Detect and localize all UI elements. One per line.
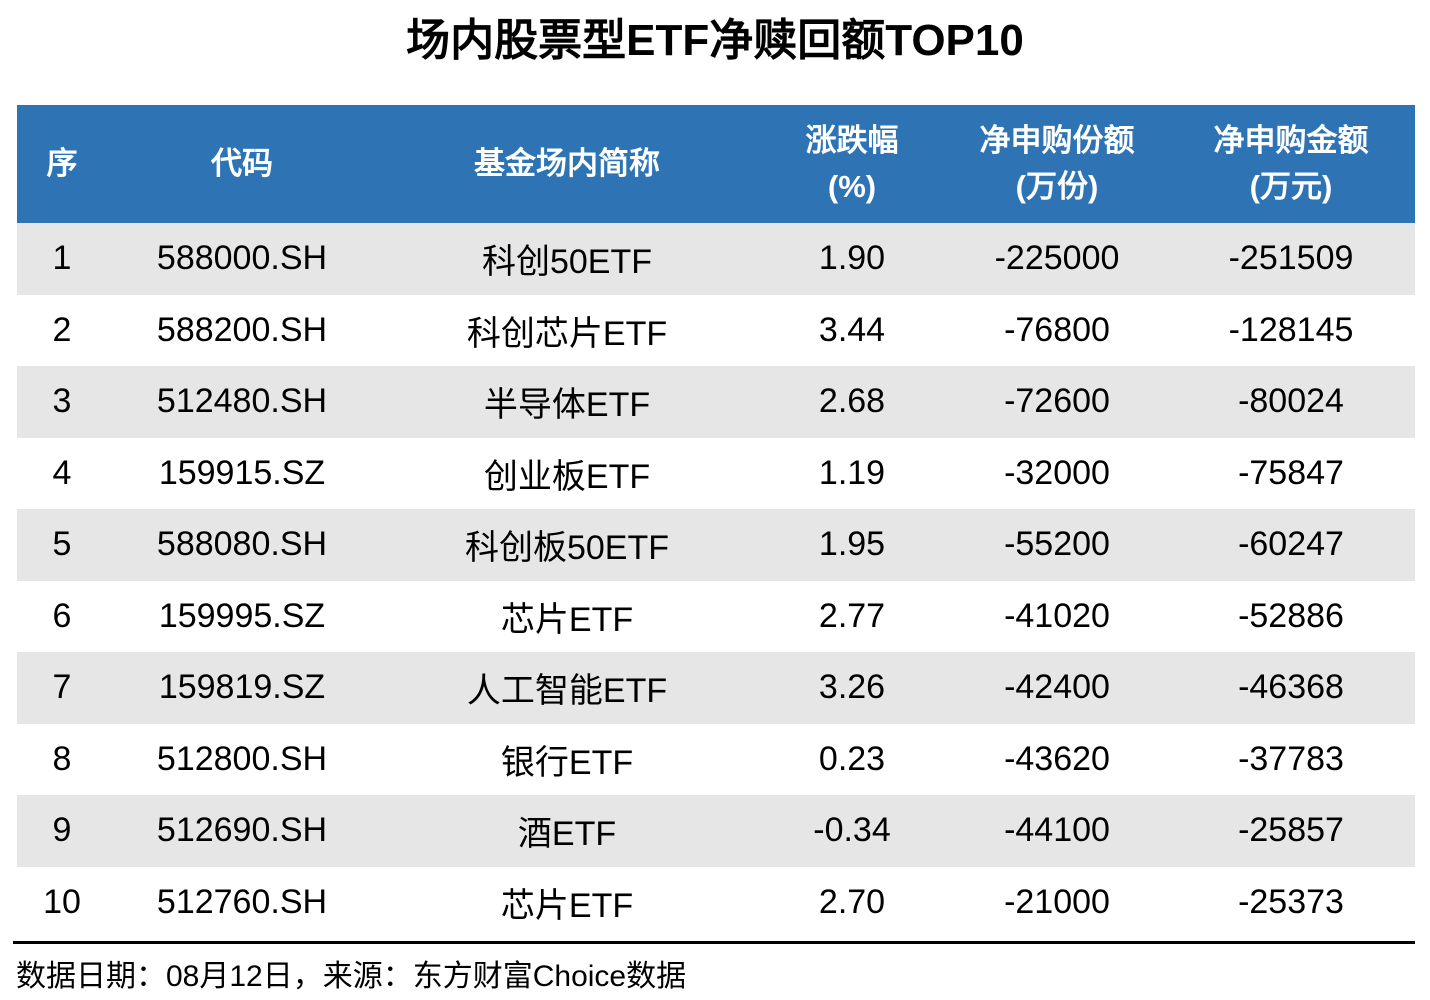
column-header: 基金场内简称 (377, 105, 757, 223)
column-header-unit: (万元) (1249, 169, 1333, 204)
cell-name: 银行ETF (500, 743, 634, 782)
cell-net-subscription-amount: -60247 (1167, 509, 1415, 581)
cell-code: 159819.SZ (107, 652, 377, 724)
etf-top10-table: 序 代码 基金场内简称 涨跌幅 (%) 净申购份额 (万份) 净申购金额 (万元) 1 58800… (17, 105, 1415, 938)
cell-net-subscription-shares: -55200 (947, 509, 1167, 581)
cell-name: 酒ETF (377, 795, 757, 867)
cell-net-subscription-shares: -21000 (1004, 882, 1110, 921)
cell-name: 科创50ETF (377, 223, 757, 295)
cell-net-subscription-amount: -52886 (1238, 596, 1344, 635)
cell-code: 512690.SH (107, 795, 377, 867)
cell-net-subscription-amount: -251509 (1167, 223, 1415, 295)
column-header-label: 净申购份额 (979, 123, 1135, 159)
cell-change-pct: 1.19 (818, 453, 886, 492)
cell-change-pct: 2.77 (818, 596, 886, 635)
column-header: 净申购份额 (万份) (947, 105, 1167, 223)
source-note: 数据日期：08月12日，来源：东方财富Choice数据 (16, 960, 687, 993)
cell-net-subscription-amount: -80024 (1167, 366, 1415, 438)
cell-rank: 1 (17, 223, 107, 295)
cell-net-subscription-shares: -41020 (1004, 596, 1110, 635)
cell-net-subscription-amount: -37783 (1238, 739, 1344, 778)
table-row: 6 159995.SZ 芯片ETF 2.77 -41020 -52886 (17, 581, 1415, 653)
column-header-unit: (%) (827, 169, 877, 204)
cell-code: 512800.SH (156, 739, 328, 778)
cell-rank: 9 (17, 795, 107, 867)
table-row: 9 512690.SH 酒ETF -0.34 -44100 -25857 (17, 795, 1415, 867)
cell-rank: 8 (52, 739, 72, 778)
table-row: 10 512760.SH 芯片ETF 2.70 -21000 -25373 (17, 867, 1415, 939)
column-header-label: 基金场内简称 (474, 146, 660, 182)
cell-rank: 2 (52, 310, 72, 349)
table-head: 序 代码 基金场内简称 涨跌幅 (%) 净申购份额 (万份) 净申购金额 (万元) (17, 105, 1415, 223)
cell-rank: 5 (17, 509, 107, 581)
cell-net-subscription-shares: -42400 (947, 652, 1167, 724)
cell-change-pct: 3.26 (757, 652, 947, 724)
cell-name: 科创板50ETF (377, 509, 757, 581)
table-row: 4 159915.SZ 创业板ETF 1.19 -32000 -75847 (17, 438, 1415, 510)
cell-rank: 6 (52, 596, 72, 635)
cell-change-pct: 2.70 (818, 882, 886, 921)
cell-rank: 4 (52, 453, 72, 492)
column-header: 净申购金额 (万元) (1167, 105, 1415, 223)
cell-net-subscription-amount: -25857 (1167, 795, 1415, 867)
column-header: 代码 (107, 105, 377, 223)
cell-name: 科创芯片ETF (466, 314, 668, 353)
cell-code: 588200.SH (156, 310, 328, 349)
cell-code: 512480.SH (107, 366, 377, 438)
cell-net-subscription-amount: -75847 (1238, 453, 1344, 492)
cell-change-pct: -0.34 (757, 795, 947, 867)
cell-code: 588000.SH (107, 223, 377, 295)
cell-net-subscription-amount: -46368 (1167, 652, 1415, 724)
column-header: 涨跌幅 (%) (757, 105, 947, 223)
column-header-label: 净申购金额 (1213, 123, 1369, 159)
cell-name: 人工智能ETF (377, 652, 757, 724)
cell-net-subscription-shares: -32000 (1004, 453, 1110, 492)
cell-change-pct: 1.95 (757, 509, 947, 581)
cell-rank: 10 (43, 882, 81, 921)
cell-code: 512760.SH (156, 882, 328, 921)
footer-divider-line (13, 941, 1415, 944)
cell-rank: 7 (17, 652, 107, 724)
column-header-label: 代码 (211, 146, 273, 182)
column-header-label: 序 (46, 146, 78, 182)
cell-change-pct: 1.90 (757, 223, 947, 295)
cell-net-subscription-shares: -72600 (947, 366, 1167, 438)
cell-code: 159995.SZ (158, 596, 326, 635)
column-header: 序 (17, 105, 107, 223)
table-row: 8 512800.SH 银行ETF 0.23 -43620 -37783 (17, 724, 1415, 796)
cell-name: 半导体ETF (377, 366, 757, 438)
cell-net-subscription-shares: -44100 (947, 795, 1167, 867)
table-row: 2 588200.SH 科创芯片ETF 3.44 -76800 -128145 (17, 295, 1415, 367)
cell-code: 159915.SZ (158, 453, 326, 492)
cell-change-pct: 3.44 (818, 310, 886, 349)
table-row: 7 159819.SZ 人工智能ETF 3.26 -42400 -46368 (17, 652, 1415, 724)
table-row: 5 588080.SH 科创板50ETF 1.95 -55200 -60247 (17, 509, 1415, 581)
column-header-unit: (万份) (1015, 169, 1099, 204)
cell-change-pct: 0.23 (818, 739, 886, 778)
cell-code: 588080.SH (107, 509, 377, 581)
cell-change-pct: 2.68 (757, 366, 947, 438)
table-row: 3 512480.SH 半导体ETF 2.68 -72600 -80024 (17, 366, 1415, 438)
table-header-row: 序 代码 基金场内简称 涨跌幅 (%) 净申购份额 (万份) 净申购金额 (万元) (17, 105, 1415, 223)
page-title: 场内股票型ETF净赎回额TOP10 (406, 16, 1024, 65)
cell-net-subscription-shares: -225000 (947, 223, 1167, 295)
cell-rank: 3 (17, 366, 107, 438)
cell-name: 创业板ETF (483, 457, 651, 496)
cell-net-subscription-amount: -25373 (1238, 882, 1344, 921)
cell-net-subscription-amount: -128145 (1228, 310, 1354, 349)
cell-name: 芯片ETF (500, 886, 634, 925)
table-row: 1 588000.SH 科创50ETF 1.90 -225000 -251509 (17, 223, 1415, 295)
table-body: 1 588000.SH 科创50ETF 1.90 -225000 -251509 2 5882… (17, 223, 1415, 938)
cell-net-subscription-shares: -76800 (1004, 310, 1110, 349)
cell-net-subscription-shares: -43620 (1004, 739, 1110, 778)
column-header-label: 涨跌幅 (805, 123, 899, 159)
cell-name: 芯片ETF (500, 600, 634, 639)
